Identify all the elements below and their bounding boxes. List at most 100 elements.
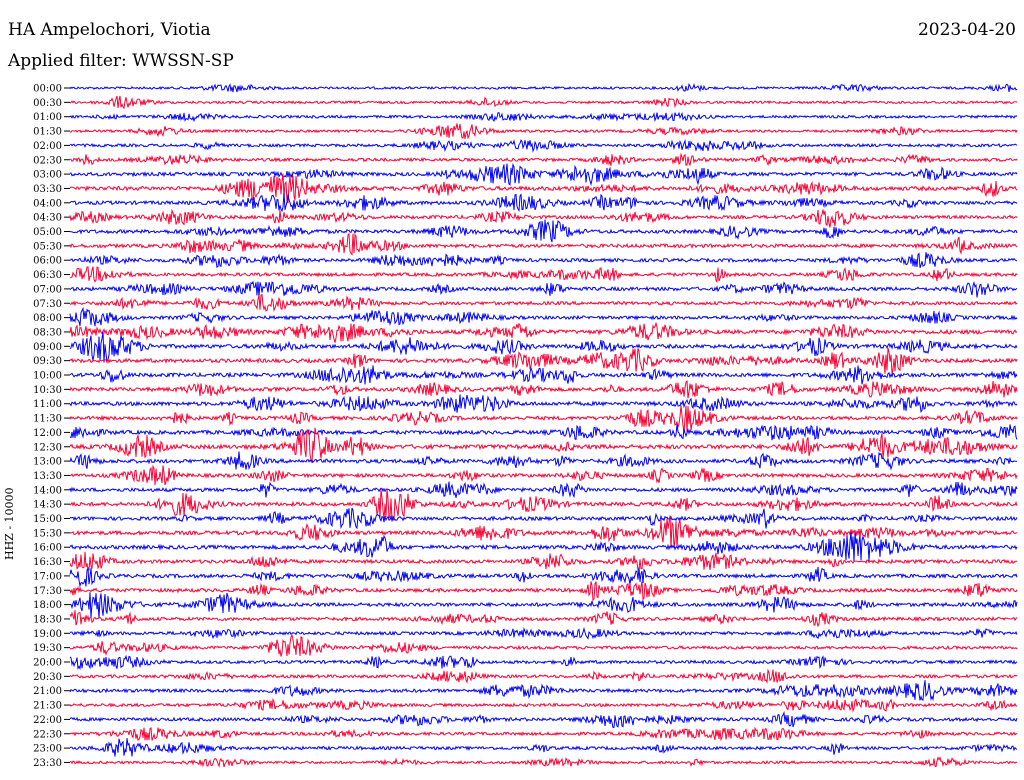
- trace-1430: [69, 488, 1018, 522]
- row-tick-label: 18:00: [33, 600, 62, 611]
- trace-0400: [69, 192, 1018, 213]
- row-tick-label: 14:30: [33, 500, 62, 511]
- trace-1900: [69, 626, 1018, 640]
- trace-2130: [69, 697, 1018, 713]
- row-tick-label: 23:30: [33, 758, 62, 769]
- trace-1030: [69, 380, 1018, 399]
- trace-0600: [69, 252, 1018, 269]
- row-tick-label: 16:00: [33, 543, 62, 554]
- row-tick-label: 02:00: [33, 141, 62, 152]
- row-tick-label: 09:30: [33, 356, 62, 367]
- row-tick-label: 20:00: [33, 658, 62, 669]
- trace-0300: [69, 162, 1018, 187]
- trace-1600: [69, 532, 1018, 562]
- trace-0900: [69, 331, 1018, 364]
- trace-1930: [69, 633, 1018, 657]
- trace-0800: [69, 306, 1018, 327]
- row-tick-label: 12:30: [33, 442, 62, 453]
- trace-0330: [69, 173, 1018, 204]
- row-tick-label: 22:30: [33, 729, 62, 740]
- trace-0200: [69, 138, 1018, 153]
- row-tick-label: 16:30: [33, 557, 62, 568]
- trace-1130: [69, 405, 1018, 433]
- trace-2200: [69, 710, 1018, 728]
- trace-2100: [69, 680, 1018, 702]
- row-tick-label: 01:30: [33, 127, 62, 138]
- row-tick-label: 08:30: [33, 327, 62, 338]
- row-tick-label: 18:30: [33, 614, 62, 625]
- trace-0930: [69, 347, 1018, 375]
- row-tick-label: 11:00: [33, 399, 62, 410]
- trace-0700: [69, 280, 1018, 298]
- trace-0730: [69, 294, 1018, 313]
- row-tick-label: 13:30: [33, 471, 62, 482]
- trace-1330: [69, 464, 1018, 486]
- trace-1800: [69, 592, 1018, 619]
- row-tick-label: 07:00: [33, 284, 62, 295]
- trace-2230: [70, 726, 1018, 742]
- row-tick-label: 17:00: [33, 571, 62, 582]
- row-tick-label: 05:00: [33, 227, 62, 238]
- filter-label: Applied filter: WWSSN-SP: [8, 51, 234, 71]
- trace-0130: [69, 123, 1018, 140]
- trace-2330: [69, 756, 1018, 768]
- row-tick-label: 06:30: [33, 270, 62, 281]
- trace-1200: [69, 424, 1018, 441]
- trace-0830: [69, 321, 1018, 343]
- row-tick-label: 11:30: [33, 414, 62, 425]
- trace-0630: [69, 266, 1018, 283]
- row-tick-label: 06:00: [33, 256, 62, 267]
- row-tick-label: 07:30: [33, 299, 62, 310]
- date-label: 2023-04-20: [917, 20, 1016, 40]
- trace-0230: [69, 152, 1018, 167]
- trace-2000: [69, 654, 1018, 671]
- trace-1100: [69, 394, 1018, 414]
- row-tick-label: 00:00: [33, 84, 62, 95]
- trace-1230: [69, 427, 1018, 464]
- row-tick-label: 21:30: [33, 701, 62, 712]
- row-tick-label: 05:30: [33, 241, 62, 252]
- trace-0500: [70, 219, 1018, 243]
- trace-0000: [69, 82, 1018, 93]
- trace-1630: [69, 551, 1018, 572]
- row-tick-label: 10:00: [33, 371, 62, 382]
- row-tick-label: 21:00: [33, 686, 62, 697]
- trace-2300: [69, 738, 1018, 757]
- row-tick-label: 14:00: [33, 485, 62, 496]
- station-title: HA Ampelochori, Viotia: [8, 20, 211, 40]
- row-tick-label: 23:00: [33, 744, 62, 755]
- trace-1400: [69, 481, 1018, 499]
- row-tick-label: 15:00: [33, 514, 62, 525]
- trace-0100: [69, 111, 1018, 123]
- row-tick-label: 13:00: [33, 457, 62, 468]
- row-tick-label: 22:00: [33, 715, 62, 726]
- row-tick-label: 04:30: [33, 213, 62, 224]
- trace-1000: [69, 365, 1018, 385]
- row-tick-label: 09:00: [33, 342, 62, 353]
- row-tick-label: 03:00: [33, 170, 62, 181]
- row-tick-label: 00:30: [33, 98, 62, 109]
- trace-1500: [69, 507, 1018, 530]
- trace-1300: [69, 451, 1017, 471]
- trace-0530: [69, 232, 1018, 256]
- row-tick-label: 03:30: [33, 184, 62, 195]
- trace-0030: [69, 95, 1018, 110]
- row-tick-label: 19:30: [33, 643, 62, 654]
- row-tick-label: 02:30: [33, 155, 62, 166]
- row-tick-label: 04:00: [33, 198, 62, 209]
- trace-2030: [69, 668, 1018, 685]
- row-tick-label: 20:30: [33, 672, 62, 683]
- row-tick-label: 15:30: [33, 528, 62, 539]
- trace-0430: [69, 208, 1018, 228]
- row-tick-label: 01:00: [33, 112, 62, 123]
- trace-1530: [69, 515, 1018, 549]
- trace-1830: [69, 610, 1018, 628]
- row-tick-label: 17:30: [33, 586, 62, 597]
- row-tick-label: 12:00: [33, 428, 62, 439]
- row-tick-label: 10:30: [33, 385, 62, 396]
- trace-1700: [69, 566, 1018, 588]
- row-tick-label: 08:00: [33, 313, 62, 324]
- row-tick-label: 19:00: [33, 629, 62, 640]
- trace-1730: [69, 581, 1018, 602]
